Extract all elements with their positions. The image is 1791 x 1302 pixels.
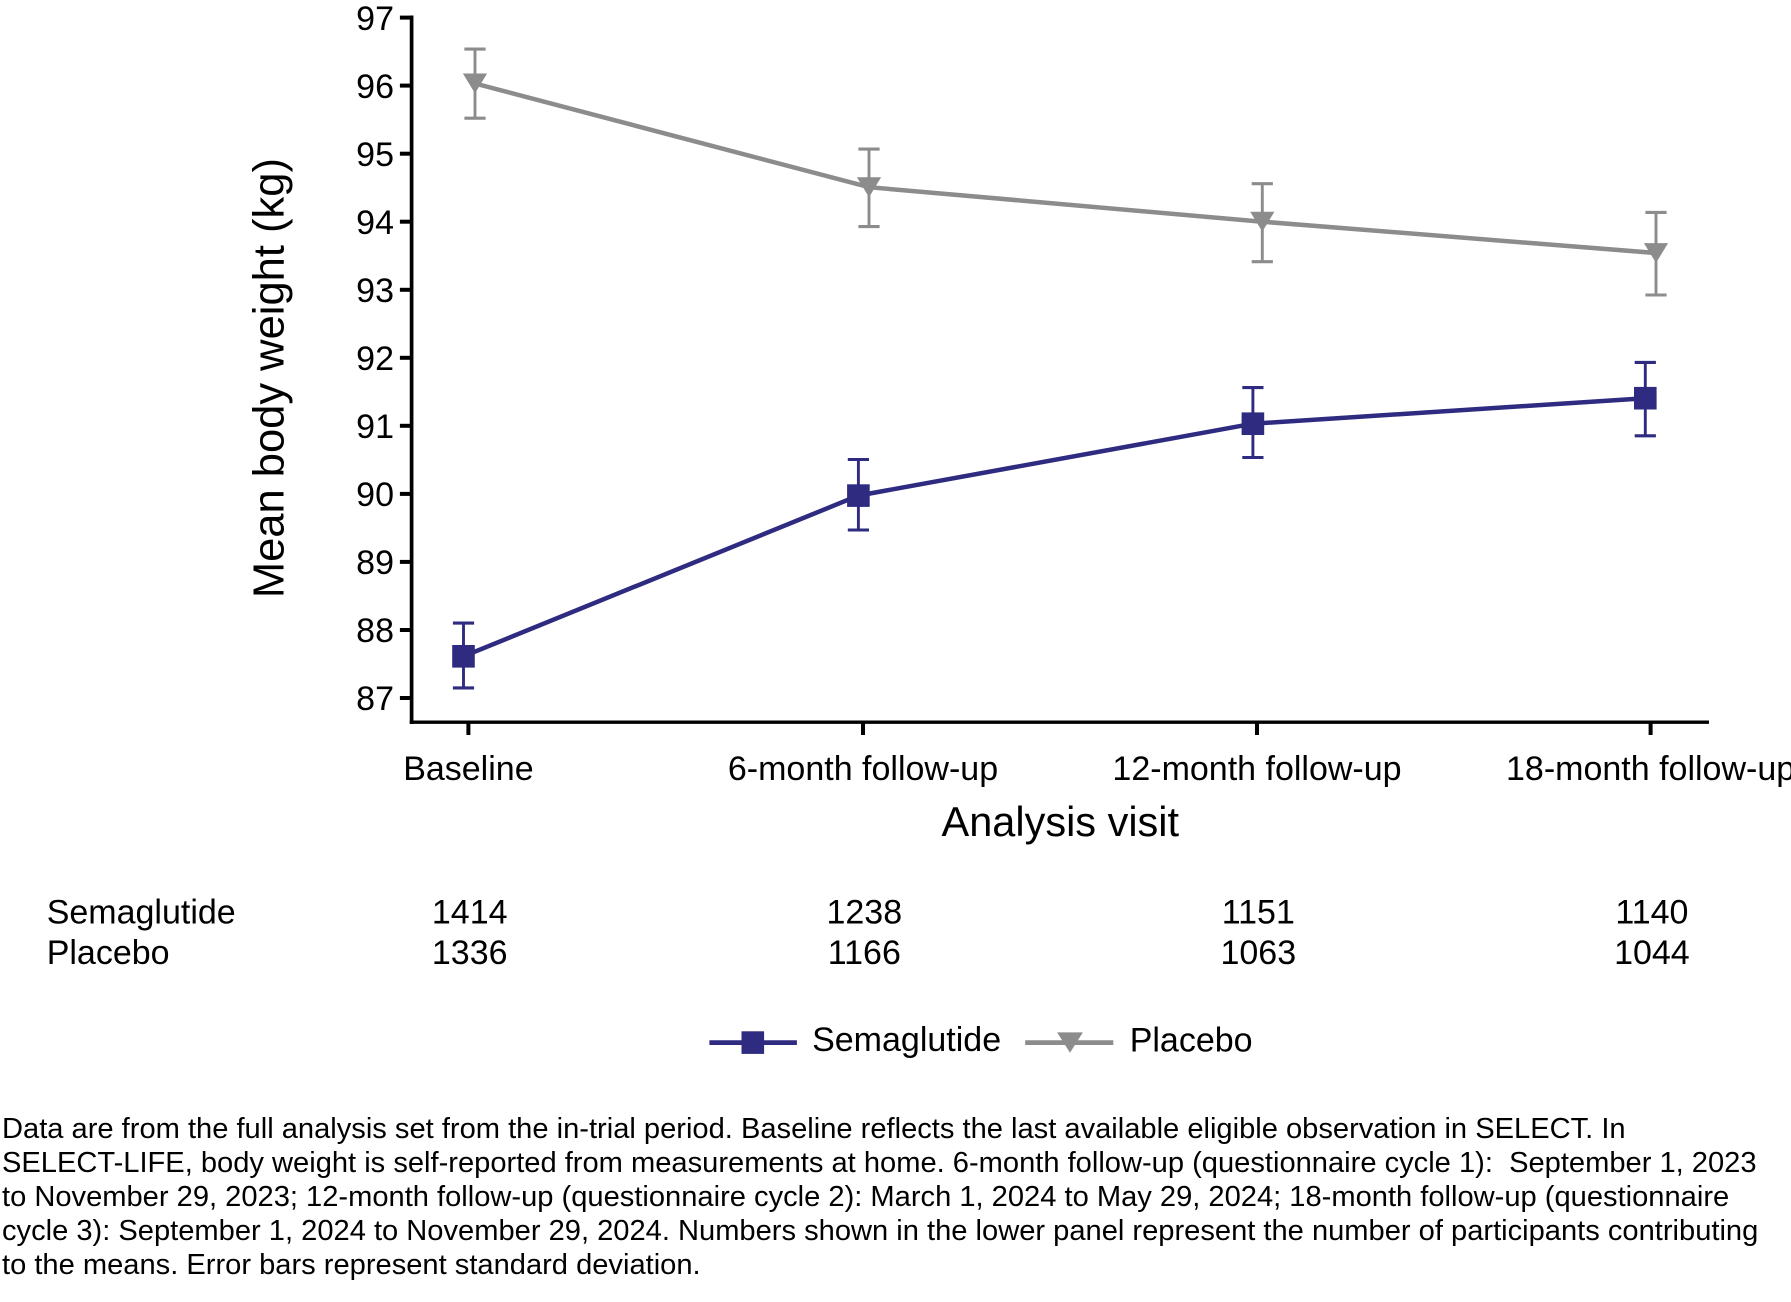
svg-text:1414: 1414 (432, 894, 508, 932)
svg-text:18-month follow-up: 18-month follow-up (1506, 750, 1791, 788)
svg-text:1336: 1336 (432, 934, 508, 972)
svg-text:96: 96 (356, 68, 394, 106)
svg-text:Analysis visit: Analysis visit (942, 798, 1180, 845)
svg-text:to November 29, 2023; 12-month: to November 29, 2023; 12-month follow-up… (2, 1181, 1729, 1213)
svg-text:Data are from the full analysi: Data are from the full analysis set from… (2, 1113, 1626, 1145)
svg-text:cycle 3): September 1, 2024 to: cycle 3): September 1, 2024 to November … (2, 1215, 1758, 1247)
svg-text:SELECT-LIFE, body weight is se: SELECT-LIFE, body weight is self-reporte… (2, 1147, 1757, 1179)
svg-text:97: 97 (356, 0, 394, 38)
svg-text:92: 92 (356, 340, 394, 378)
svg-text:6-month follow-up: 6-month follow-up (728, 750, 998, 788)
svg-text:to the means. Error bars repre: to the means. Error bars represent stand… (2, 1249, 701, 1281)
svg-text:Semaglutide: Semaglutide (47, 894, 236, 932)
svg-text:95: 95 (356, 136, 394, 174)
svg-text:12-month follow-up: 12-month follow-up (1112, 750, 1401, 788)
svg-text:94: 94 (356, 204, 394, 242)
svg-text:Semaglutide: Semaglutide (812, 1021, 1001, 1059)
svg-text:88: 88 (356, 612, 394, 650)
svg-text:Placebo: Placebo (1130, 1021, 1253, 1059)
svg-text:1151: 1151 (1222, 894, 1295, 932)
svg-text:1166: 1166 (828, 934, 901, 972)
svg-text:Mean body weight (kg): Mean body weight (kg) (246, 158, 294, 598)
svg-text:1044: 1044 (1614, 934, 1690, 972)
svg-text:93: 93 (356, 272, 394, 310)
svg-text:90: 90 (356, 476, 394, 514)
svg-text:1140: 1140 (1615, 894, 1688, 932)
svg-text:91: 91 (356, 408, 394, 446)
svg-text:1063: 1063 (1220, 934, 1296, 972)
svg-text:Placebo: Placebo (47, 934, 170, 972)
svg-text:87: 87 (356, 680, 394, 718)
svg-text:1238: 1238 (826, 894, 902, 932)
svg-text:Baseline: Baseline (403, 750, 533, 788)
svg-text:89: 89 (356, 544, 394, 582)
